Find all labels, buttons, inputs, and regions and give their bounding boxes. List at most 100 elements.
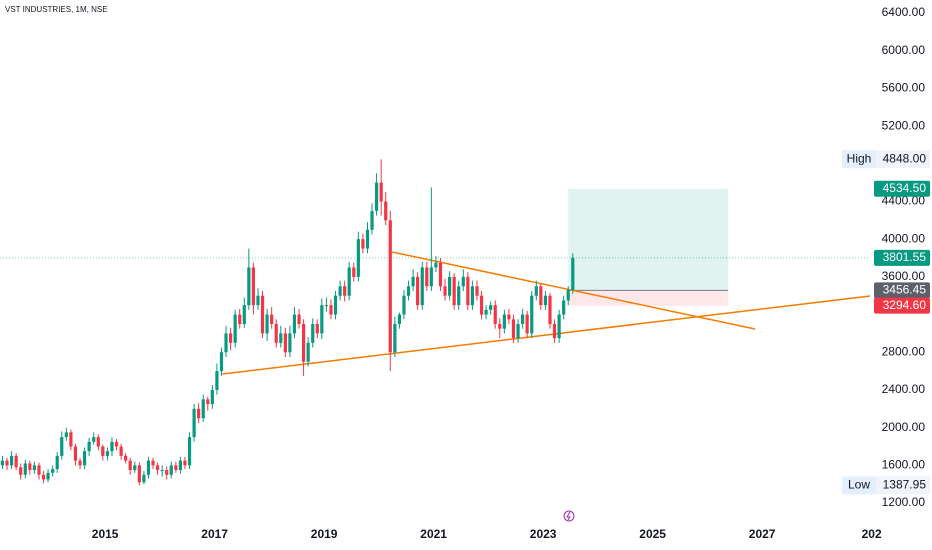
candle-body [233, 314, 237, 343]
candle-body [14, 455, 18, 468]
candle-body [361, 239, 365, 249]
y-tick-label: 1200.00 [882, 495, 926, 509]
y-tick-label: 4000.00 [882, 231, 926, 245]
candle-body [283, 333, 287, 353]
candle-body [251, 267, 255, 306]
y-tick-label: 2400.00 [882, 382, 926, 396]
candle-body [347, 267, 351, 296]
candle-body [101, 446, 105, 456]
candle-body [247, 267, 251, 306]
x-tick-label: 2025 [639, 527, 666, 541]
candle-body [534, 286, 538, 296]
candle-body [452, 276, 456, 306]
candle-body [142, 474, 146, 483]
x-tick-label: 2017 [201, 527, 228, 541]
candle-body [23, 463, 27, 475]
candle-body [511, 319, 516, 339]
chart-title: VST INDUSTRIES, 1M, NSE [5, 5, 108, 14]
candle-body [219, 352, 224, 372]
candle-body [260, 295, 265, 334]
candle-body [352, 267, 356, 277]
candle-body [539, 286, 543, 306]
candle-body [311, 323, 315, 343]
candle-body [548, 295, 552, 324]
y-tick-label: 4400.00 [882, 194, 926, 208]
candle-body [315, 323, 319, 334]
extreme-tag [842, 476, 876, 495]
candle-body [333, 295, 338, 315]
candle-body [507, 314, 511, 320]
candle-body [420, 267, 424, 306]
candle-body [187, 437, 192, 466]
candle-body [215, 371, 219, 390]
candle-body [484, 309, 488, 315]
candle-body [201, 399, 205, 419]
candle-body [324, 305, 329, 307]
candle-body [60, 437, 64, 456]
candle-body [393, 323, 397, 353]
candle-body [224, 333, 228, 353]
candle-body [5, 460, 9, 466]
candle-body [461, 276, 465, 287]
candle-body [192, 408, 196, 438]
candle-body [51, 469, 55, 473]
candle-body [10, 455, 14, 466]
candle-body [64, 432, 68, 438]
x-tick-label: 2021 [420, 527, 447, 541]
candle-body [466, 276, 470, 306]
y-tick-label: 1600.00 [882, 458, 926, 472]
candle-body [32, 465, 36, 471]
extreme-tag-label: High [847, 151, 872, 165]
trendline [222, 295, 871, 375]
candle-body [41, 474, 46, 480]
x-tick-label: 2019 [311, 527, 338, 541]
candle-body [411, 276, 415, 287]
candle-body [19, 467, 23, 475]
stop-zone [568, 290, 729, 306]
price-badge [874, 282, 930, 299]
candle-body [28, 463, 32, 471]
y-tick-label: 5200.00 [882, 118, 926, 132]
candle-body [416, 276, 420, 306]
candle-body [114, 441, 119, 447]
extreme-value-bg [876, 150, 930, 169]
y-tick-label: 6000.00 [882, 43, 926, 57]
candle-body [160, 470, 164, 472]
y-tick-label: 2800.00 [882, 344, 926, 358]
candle-body [165, 470, 169, 475]
candle-body [489, 305, 493, 310]
candle-body [365, 229, 370, 249]
candle-body [543, 295, 548, 306]
candle-body [238, 314, 242, 324]
extreme-value-label: 4848.00 [883, 151, 927, 165]
candle-body [119, 446, 123, 456]
candle-body [343, 286, 347, 296]
candle-body [374, 182, 379, 211]
candle-body [270, 314, 274, 324]
candle-body [151, 460, 155, 466]
candle-body [96, 437, 100, 447]
price-badge-label: 3456.45 [883, 283, 927, 297]
price-badge [874, 249, 930, 266]
candle-body [402, 295, 406, 315]
candle-body [73, 446, 78, 461]
candle-body [265, 314, 269, 334]
candle-body [571, 257, 575, 291]
extreme-tag-label: Low [848, 477, 870, 491]
candle-body [229, 333, 233, 343]
candle-body [274, 323, 278, 343]
candle-body [128, 460, 132, 471]
candle-body [434, 262, 438, 268]
extreme-tag [842, 150, 876, 169]
candle-body [146, 460, 151, 475]
candle-body [562, 300, 566, 315]
candle-body [516, 323, 520, 339]
candle-body [356, 239, 360, 277]
event-icon [563, 510, 575, 522]
candle-body [292, 314, 297, 334]
candle-body [92, 437, 96, 442]
price-badge [874, 297, 930, 314]
candle-body [379, 182, 383, 202]
candle-body [530, 295, 534, 334]
price-badge [874, 180, 930, 197]
